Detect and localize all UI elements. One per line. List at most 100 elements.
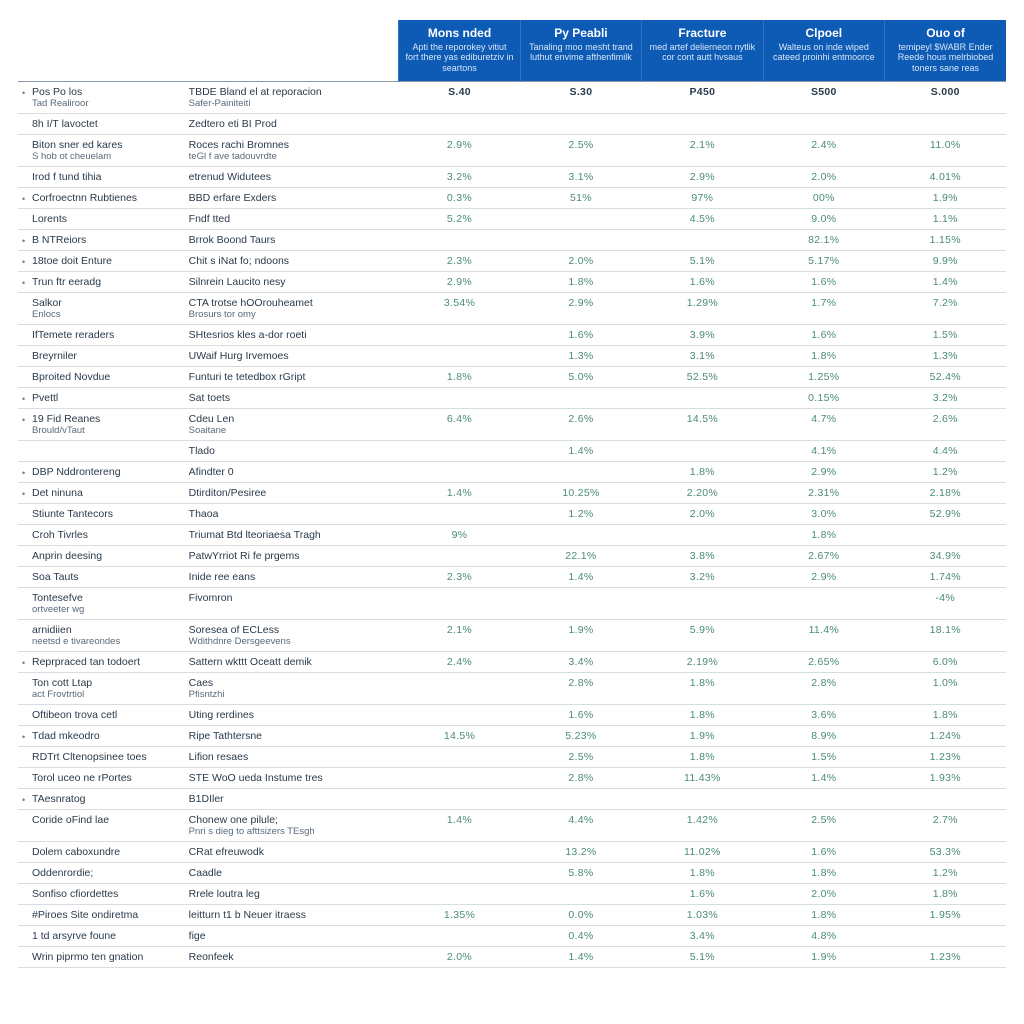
value-cell: 11.02% xyxy=(642,842,763,863)
value-cell: 1.29% xyxy=(642,293,763,325)
header-blank-1 xyxy=(18,20,183,82)
value-cell: 1.4% xyxy=(399,483,520,504)
category-text: B NTReiors xyxy=(32,234,177,246)
row-category: Torol uceo ne rPortes xyxy=(18,768,183,789)
value-cell: 2.8% xyxy=(763,673,884,705)
value-cell: 2.0% xyxy=(763,884,884,905)
row-description: TBDE Bland el at reporacionSafer-Painite… xyxy=(183,82,399,114)
value-cell: 2.6% xyxy=(520,409,641,441)
value-cell: 1.5% xyxy=(885,325,1006,346)
table-row: •PvettlSat toets0.15%3.2% xyxy=(18,388,1006,409)
table-row: •Corfroectnn RubtienesBBD erfare Exders0… xyxy=(18,188,1006,209)
value-cell: 82.1% xyxy=(763,230,884,251)
table-row: •Trun ftr eeradgSilnrein Laucito nesy2.9… xyxy=(18,272,1006,293)
value-cell: 22.1% xyxy=(520,546,641,567)
table-row: Croh TivrlesTriumat Btd lteoriaesa Tragh… xyxy=(18,525,1006,546)
value-cell: 10.25% xyxy=(520,483,641,504)
category-text: Coride oFind lae xyxy=(32,814,177,826)
table-row: Tlado1.4%4.1%4.4% xyxy=(18,441,1006,462)
row-description: Fndf tted xyxy=(183,209,399,230)
value-cell xyxy=(763,114,884,135)
category-text: DBP Nddrontereng xyxy=(32,466,177,478)
value-cell xyxy=(520,209,641,230)
value-cell xyxy=(520,884,641,905)
row-category: •Reprpraced tan todoert xyxy=(18,652,183,673)
row-description: Inide ree eans xyxy=(183,567,399,588)
category-text: Torol uceo ne rPortes xyxy=(32,772,177,784)
row-description: Caadle xyxy=(183,863,399,884)
category-text: Trun ftr eeradg xyxy=(32,276,177,288)
value-cell xyxy=(399,842,520,863)
value-cell: 1.4% xyxy=(520,441,641,462)
row-category: •Trun ftr eeradg xyxy=(18,272,183,293)
value-cell: 4.4% xyxy=(520,810,641,842)
value-cell xyxy=(399,114,520,135)
value-cell: 1.4% xyxy=(520,947,641,968)
row-description: PatwYrriot Ri fe prgems xyxy=(183,546,399,567)
value-cell: 2.5% xyxy=(520,747,641,768)
value-cell: 1.8% xyxy=(642,863,763,884)
value-cell: 1.2% xyxy=(520,504,641,525)
description-subtext: Soaitane xyxy=(189,425,393,436)
value-cell: 3.1% xyxy=(520,167,641,188)
value-cell: 6.0% xyxy=(885,652,1006,673)
value-cell: 1.9% xyxy=(885,188,1006,209)
description-text: Caadle xyxy=(189,867,393,879)
description-text: Tlado xyxy=(189,445,393,457)
description-text: SHtesrios kles a-dor roeti xyxy=(189,329,393,341)
row-description: leitturn t1 b Neuer itraess xyxy=(183,905,399,926)
category-text: #Piroes Site ondiretma xyxy=(32,909,177,921)
row-description: Triumat Btd lteoriaesa Tragh xyxy=(183,525,399,546)
description-text: Zedtero eti BI Prod xyxy=(189,118,393,130)
row-description: Dtirditon/Pesiree xyxy=(183,483,399,504)
value-cell xyxy=(520,114,641,135)
value-cell: 2.0% xyxy=(763,167,884,188)
category-subtext: neetsd e tivareondes xyxy=(32,636,177,647)
value-cell xyxy=(399,747,520,768)
value-cell: 5.17% xyxy=(763,251,884,272)
description-text: Chonew one pilule; xyxy=(189,814,393,826)
row-category: Oddenrordie; xyxy=(18,863,183,884)
value-cell: 0.0% xyxy=(520,905,641,926)
value-cell: 1.24% xyxy=(885,726,1006,747)
value-cell: 11.4% xyxy=(763,620,884,652)
category-text: Breyrniler xyxy=(32,350,177,362)
value-cell: 1.23% xyxy=(885,747,1006,768)
table-row: Ton cott Ltapact FrovtrtiolCaesPfisntzhi… xyxy=(18,673,1006,705)
value-cell: 1.6% xyxy=(763,325,884,346)
value-cell: 2.3% xyxy=(399,251,520,272)
category-text: Salkor xyxy=(32,297,177,309)
row-category: Croh Tivrles xyxy=(18,525,183,546)
description-text: Roces rachi Bromnes xyxy=(189,139,393,151)
table-row: BreyrnilerUWaif Hurg Irvemoes1.3%3.1%1.8… xyxy=(18,346,1006,367)
value-cell: 3.9% xyxy=(642,325,763,346)
value-cell xyxy=(399,388,520,409)
description-subtext: teGl f ave tadouvrdte xyxy=(189,151,393,162)
table-row: Biton sner ed karesS hob ot cheuelamRoce… xyxy=(18,135,1006,167)
value-cell: 1.6% xyxy=(763,272,884,293)
table-row: Coride oFind laeChonew one pilule;Pnri s… xyxy=(18,810,1006,842)
value-cell: 2.0% xyxy=(520,251,641,272)
table-body: •Pos Po losTad RealiroorTBDE Bland el at… xyxy=(18,82,1006,968)
table-row: Stiunte TantecorsThaoa1.2%2.0%3.0%52.9% xyxy=(18,504,1006,525)
description-text: Brrok Boond Taurs xyxy=(189,234,393,246)
value-cell: 2.8% xyxy=(520,673,641,705)
row-category: •Pvettl xyxy=(18,388,183,409)
row-category: Tontesefveortveeter wg xyxy=(18,588,183,620)
description-text: CRat efreuwodk xyxy=(189,846,393,858)
table-row: LorentsFndf tted5.2%4.5%9.0%1.1% xyxy=(18,209,1006,230)
value-cell: 5.8% xyxy=(520,863,641,884)
value-cell: 2.6% xyxy=(885,409,1006,441)
value-cell: 1.1% xyxy=(885,209,1006,230)
value-cell: 4.1% xyxy=(763,441,884,462)
table-row: Bproited NovdueFunturi te tetedbox rGrip… xyxy=(18,367,1006,388)
table-row: •Tdad mkeodroRipe Tathtersne14.5%5.23%1.… xyxy=(18,726,1006,747)
header-row: Mons nded Apti the reporokey vitiut fort… xyxy=(18,20,1006,82)
value-cell: 1.15% xyxy=(885,230,1006,251)
category-text: Soa Tauts xyxy=(32,571,177,583)
value-cell: 52.9% xyxy=(885,504,1006,525)
category-text: 19 Fid Reanes xyxy=(32,413,177,425)
table-row: IfTemete reradersSHtesrios kles a-dor ro… xyxy=(18,325,1006,346)
description-text: Sattern wkttt Oceatt demik xyxy=(189,656,393,668)
category-subtext: S hob ot cheuelam xyxy=(32,151,177,162)
